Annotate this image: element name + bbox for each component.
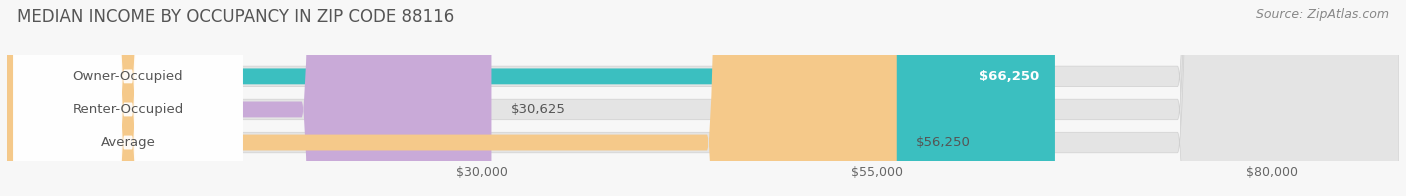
Text: $56,250: $56,250 — [915, 136, 970, 149]
FancyBboxPatch shape — [7, 0, 1399, 196]
Text: Renter-Occupied: Renter-Occupied — [72, 103, 184, 116]
Text: Average: Average — [101, 136, 156, 149]
FancyBboxPatch shape — [7, 0, 492, 196]
FancyBboxPatch shape — [14, 0, 243, 196]
FancyBboxPatch shape — [7, 0, 1399, 196]
FancyBboxPatch shape — [7, 0, 897, 196]
FancyBboxPatch shape — [7, 0, 1399, 196]
FancyBboxPatch shape — [14, 0, 243, 196]
Text: MEDIAN INCOME BY OCCUPANCY IN ZIP CODE 88116: MEDIAN INCOME BY OCCUPANCY IN ZIP CODE 8… — [17, 8, 454, 26]
Text: $30,625: $30,625 — [510, 103, 565, 116]
Text: Owner-Occupied: Owner-Occupied — [73, 70, 183, 83]
FancyBboxPatch shape — [14, 0, 243, 196]
FancyBboxPatch shape — [7, 0, 1054, 196]
Text: Source: ZipAtlas.com: Source: ZipAtlas.com — [1256, 8, 1389, 21]
Text: $66,250: $66,250 — [979, 70, 1039, 83]
